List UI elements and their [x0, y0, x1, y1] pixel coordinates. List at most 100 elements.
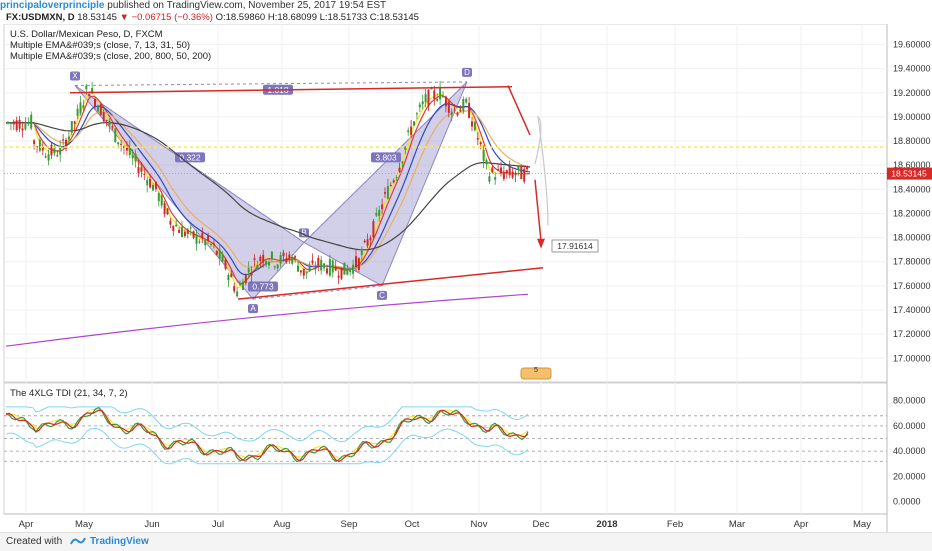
footer: Created with TradingView	[0, 532, 932, 551]
price-tick-label: 18.60000	[893, 160, 931, 170]
candle-body	[27, 122, 30, 125]
pattern-xd-line	[74, 81, 468, 87]
annotations[interactable]: 17.91614 18.53145 5	[4, 85, 932, 380]
time-tick-label: Apr	[19, 519, 34, 530]
candle-body	[212, 243, 215, 245]
candle-body	[334, 266, 337, 271]
candle-body	[247, 268, 250, 273]
candle-body	[476, 137, 479, 140]
candle-body	[357, 258, 360, 270]
candle-body	[270, 251, 273, 259]
candle-body	[131, 154, 134, 159]
ema-800-line	[5, 293, 529, 347]
candle-body	[91, 88, 94, 94]
candle-body	[149, 178, 152, 188]
candle-body	[30, 114, 33, 129]
candle-body	[413, 121, 415, 126]
chart-legend: U.S. Dollar/Mexican Peso, D, FXCM Multip…	[10, 29, 211, 62]
candle-body	[160, 195, 163, 206]
candle-body	[346, 268, 349, 275]
time-tick-label: Aug	[274, 519, 291, 530]
pattern-point-label: X	[72, 72, 78, 81]
candle-body	[9, 122, 12, 124]
price-tick-label: 17.40000	[893, 305, 931, 315]
published-header: principaloverprinciple published on Trad…	[0, 0, 932, 12]
candle-body	[308, 266, 311, 272]
candle-body	[407, 130, 410, 133]
candle-body	[404, 146, 407, 150]
candle-body	[233, 286, 236, 292]
candle-body	[401, 161, 404, 164]
candle-body	[415, 113, 418, 115]
candle-body	[468, 102, 471, 119]
tradingview-logo-icon	[70, 537, 86, 545]
candle-body	[175, 224, 178, 227]
candle-body	[505, 170, 508, 174]
candle-body	[262, 254, 265, 263]
time-tick-label: Dec	[533, 519, 550, 530]
legend-ema-1[interactable]: Multiple EMA&#039;s (close, 7, 13, 31, 5…	[10, 40, 191, 51]
candle-body	[343, 262, 346, 275]
candle-body	[192, 231, 195, 238]
candle-body	[21, 128, 24, 131]
candle-body	[366, 239, 369, 246]
candle-body	[299, 270, 302, 273]
legend-ema-2[interactable]: Multiple EMA&#039;s (close, 200, 800, 50…	[10, 51, 212, 62]
last-price-label: 18.53145	[891, 169, 927, 179]
time-tick-label: May	[853, 519, 871, 530]
main-pane	[3, 24, 888, 383]
candle-body	[340, 267, 343, 279]
candle-body	[328, 259, 331, 276]
candle-body	[410, 126, 413, 135]
candle-body	[96, 106, 99, 112]
last-price: 18.53145	[77, 12, 117, 23]
tradingview-brand[interactable]: TradingView	[90, 536, 149, 547]
candle-body	[73, 121, 76, 124]
pattern-ratio-label: 3.803	[375, 152, 397, 162]
candle-body	[447, 101, 450, 113]
candle-body	[418, 104, 421, 108]
candle-body	[384, 192, 386, 194]
candle-body	[459, 109, 462, 112]
legend-title: U.S. Dollar/Mexican Peso, D, FXCM	[10, 29, 163, 40]
candle-body	[305, 271, 308, 274]
price-tick-label: 19.40000	[893, 64, 931, 74]
candle-body	[311, 260, 314, 264]
ohlc-values: O:18.59860 H:18.68099 L:18.51733 C:18.53…	[215, 12, 419, 23]
target-arrow-icon	[537, 238, 545, 249]
target-label: 17.91614	[557, 241, 593, 251]
candle-body	[67, 136, 70, 140]
candle-body	[294, 256, 297, 258]
candle-body	[99, 104, 102, 116]
tdi-tick-label: 60.0000	[893, 421, 926, 431]
tdi-market-base	[5, 409, 529, 459]
candle-body	[265, 260, 268, 265]
tdi-legend[interactable]: The 4XLG TDI (21, 34, 7, 2)	[10, 388, 128, 399]
candle-body	[381, 204, 384, 210]
candle-body	[502, 172, 505, 179]
candle-body	[392, 180, 395, 183]
author-name[interactable]: principaloverprinciple	[0, 0, 105, 11]
candle-body	[276, 264, 279, 269]
candle-body	[526, 166, 529, 170]
pattern-point-label: C	[379, 291, 385, 300]
candle-body	[56, 155, 59, 157]
candle-body	[372, 221, 375, 238]
candle-body	[236, 291, 239, 297]
candle-body	[143, 173, 146, 175]
price-tick-label: 18.40000	[893, 184, 931, 194]
candle-body	[479, 142, 482, 144]
candle-body	[230, 273, 233, 278]
candle-body	[297, 265, 299, 272]
time-tick-label: May	[75, 519, 93, 530]
candle-body	[320, 259, 323, 271]
candle-body	[317, 257, 320, 266]
chart-canvas[interactable]: 19.60000 19.40000 19.20000 19.00000 18.80000…	[0, 24, 932, 532]
candle-body	[473, 121, 476, 131]
tdi-tick-label: 80.0000	[893, 396, 926, 406]
candle-body	[288, 254, 291, 258]
candle-body	[436, 98, 439, 101]
candle-body	[146, 179, 149, 186]
candle-body	[273, 266, 276, 268]
